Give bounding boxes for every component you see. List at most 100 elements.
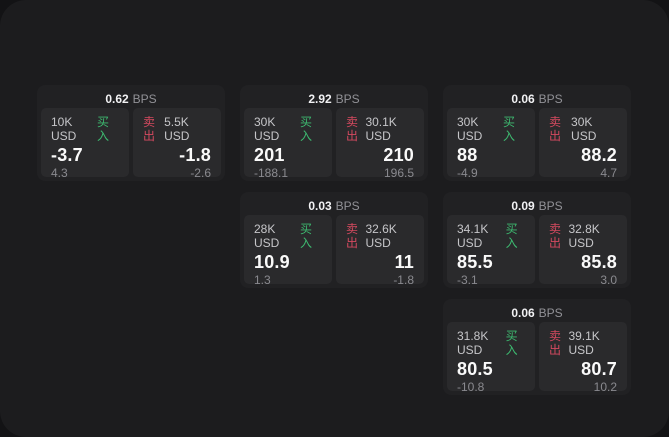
buy-change: 4.3 (51, 166, 68, 180)
buy-tile-header: 28K USD 买入 (254, 222, 322, 250)
buy-change: -188.1 (254, 166, 289, 180)
bps-value: 0.06 (511, 305, 535, 320)
buy-price: 80.5 (457, 359, 493, 379)
bps-value: 0.03 (308, 198, 332, 213)
buy-price: -3.7 (51, 145, 83, 165)
buy-change: -10.8 (457, 380, 485, 394)
buy-price: 85.5 (457, 252, 493, 272)
sell-change: -1.8 (393, 273, 414, 287)
buy-label: 买入 (299, 115, 312, 143)
bps-value: 0.06 (511, 91, 535, 106)
sell-amount: 30K USD (571, 115, 597, 143)
buy-tile[interactable]: 31.8K USD 买入 80.5 -10.8 (447, 322, 535, 394)
sell-price: 85.8 (581, 252, 617, 272)
sell-price: 80.7 (581, 359, 617, 379)
sell-tile-header: 卖出 30K USD (549, 115, 617, 143)
card-header: 0.06 BPS (447, 89, 627, 108)
buy-tile[interactable]: 30K USD 买入 201 -188.1 (244, 108, 332, 180)
sell-change: -2.6 (190, 166, 211, 180)
bps-unit-label: BPS (132, 91, 157, 106)
sell-price: 210 (383, 145, 414, 165)
sell-price: -1.8 (179, 145, 211, 165)
buy-label: 买入 (505, 329, 518, 357)
buy-tile-header: 30K USD 买入 (254, 115, 322, 143)
bps-unit-label: BPS (538, 91, 563, 106)
sell-tile-header: 卖出 30.1K USD (346, 115, 414, 143)
buy-amount: 34.1K USD (457, 222, 489, 250)
card-body: 10K USD 买入 -3.7 4.3 卖出 5.5K USD -1.8 -2.… (41, 108, 221, 180)
card-header: 2.92 BPS (244, 89, 424, 108)
buy-amount: 31.8K USD (457, 329, 489, 357)
quote-card: 0.09 BPS 34.1K USD 买入 85.5 -3.1 卖出 32.8K… (443, 192, 631, 288)
sell-amount: 39.1K USD (568, 329, 600, 357)
sell-label: 卖出 (549, 329, 562, 357)
sell-tile[interactable]: 卖出 5.5K USD -1.8 -2.6 (133, 108, 221, 180)
sell-change: 196.5 (383, 166, 414, 180)
buy-change: -4.9 (457, 166, 478, 180)
buy-amount: 10K USD (51, 115, 77, 143)
sell-label: 卖出 (549, 115, 562, 143)
card-header: 0.09 BPS (447, 196, 627, 215)
quote-card-grid: 0.62 BPS 10K USD 买入 -3.7 4.3 卖出 5.5K USD (37, 85, 631, 395)
buy-tile[interactable]: 34.1K USD 买入 85.5 -3.1 (447, 215, 535, 287)
card-body: 34.1K USD 买入 85.5 -3.1 卖出 32.8K USD 85.8… (447, 215, 627, 287)
card-body: 30K USD 买入 88 -4.9 卖出 30K USD 88.2 4.7 (447, 108, 627, 180)
card-body: 31.8K USD 买入 80.5 -10.8 卖出 39.1K USD 80.… (447, 322, 627, 394)
bps-value: 0.09 (511, 198, 535, 213)
sell-price: 11 (394, 252, 414, 272)
sell-tile-header: 卖出 39.1K USD (549, 329, 617, 357)
buy-label: 买入 (96, 115, 109, 143)
sell-tile[interactable]: 卖出 30K USD 88.2 4.7 (539, 108, 627, 180)
quote-card: 0.62 BPS 10K USD 买入 -3.7 4.3 卖出 5.5K USD (37, 85, 225, 181)
buy-tile[interactable]: 28K USD 买入 10.9 1.3 (244, 215, 332, 287)
sell-tile-header: 卖出 32.6K USD (346, 222, 414, 250)
buy-label: 买入 (505, 222, 518, 250)
card-header: 0.06 BPS (447, 303, 627, 322)
buy-amount: 28K USD (254, 222, 280, 250)
sell-label: 卖出 (346, 115, 359, 143)
sell-tile-header: 卖出 5.5K USD (143, 115, 211, 143)
quote-card: 0.03 BPS 28K USD 买入 10.9 1.3 卖出 32.6K US… (240, 192, 428, 288)
sell-change: 4.7 (600, 166, 617, 180)
buy-change: -3.1 (457, 273, 478, 287)
buy-amount: 30K USD (457, 115, 483, 143)
sell-tile-header: 卖出 32.8K USD (549, 222, 617, 250)
sell-change: 3.0 (600, 273, 617, 287)
sell-amount: 5.5K USD (164, 115, 190, 143)
sell-tile[interactable]: 卖出 32.8K USD 85.8 3.0 (539, 215, 627, 287)
bps-unit-label: BPS (335, 91, 360, 106)
quote-card: 2.92 BPS 30K USD 买入 201 -188.1 卖出 30.1K … (240, 85, 428, 181)
sell-label: 卖出 (346, 222, 359, 250)
card-body: 28K USD 买入 10.9 1.3 卖出 32.6K USD 11 -1.8 (244, 215, 424, 287)
sell-label: 卖出 (143, 115, 156, 143)
sell-change: 10.2 (593, 380, 617, 394)
bps-unit-label: BPS (538, 198, 563, 213)
buy-amount: 30K USD (254, 115, 280, 143)
buy-label: 买入 (299, 222, 312, 250)
sell-amount: 32.6K USD (365, 222, 397, 250)
buy-price: 201 (254, 145, 285, 165)
sell-tile[interactable]: 卖出 30.1K USD 210 196.5 (336, 108, 424, 180)
buy-price: 88 (457, 145, 478, 165)
buy-label: 买入 (502, 115, 515, 143)
buy-tile[interactable]: 10K USD 买入 -3.7 4.3 (41, 108, 129, 180)
card-body: 30K USD 买入 201 -188.1 卖出 30.1K USD 210 1… (244, 108, 424, 180)
buy-tile-header: 30K USD 买入 (457, 115, 525, 143)
buy-tile[interactable]: 30K USD 买入 88 -4.9 (447, 108, 535, 180)
buy-price: 10.9 (254, 252, 290, 272)
sell-label: 卖出 (549, 222, 562, 250)
sell-tile[interactable]: 卖出 39.1K USD 80.7 10.2 (539, 322, 627, 394)
buy-tile-header: 34.1K USD 买入 (457, 222, 525, 250)
buy-tile-header: 10K USD 买入 (51, 115, 119, 143)
sell-price: 88.2 (581, 145, 617, 165)
sell-tile[interactable]: 卖出 32.6K USD 11 -1.8 (336, 215, 424, 287)
sell-amount: 30.1K USD (365, 115, 397, 143)
card-header: 0.62 BPS (41, 89, 221, 108)
card-header: 0.03 BPS (244, 196, 424, 215)
bps-value: 0.62 (105, 91, 129, 106)
quote-card: 0.06 BPS 31.8K USD 买入 80.5 -10.8 卖出 39.1… (443, 299, 631, 395)
buy-change: 1.3 (254, 273, 271, 287)
bps-unit-label: BPS (335, 198, 360, 213)
bps-value: 2.92 (308, 91, 332, 106)
